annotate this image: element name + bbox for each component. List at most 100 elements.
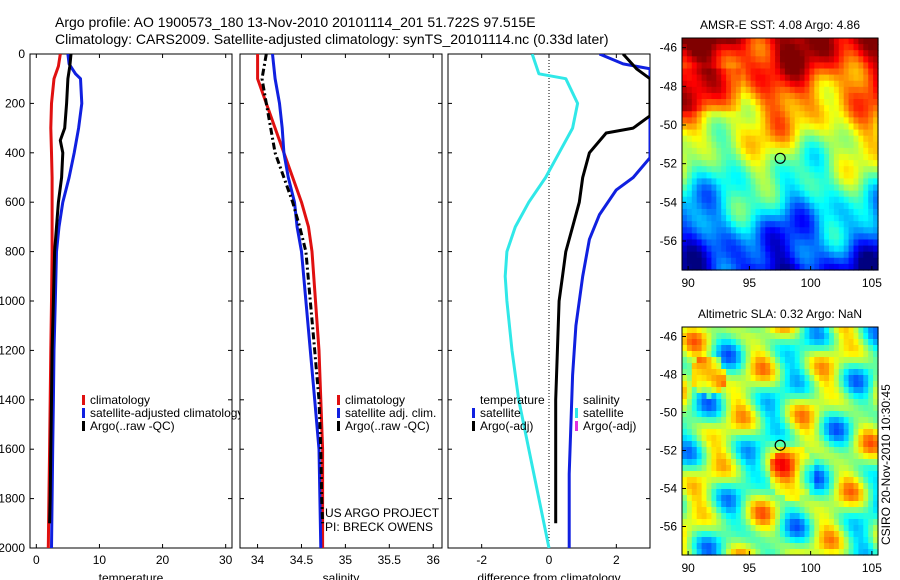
map-cell (838, 202, 845, 210)
map-cell (731, 465, 737, 472)
map-cell (686, 80, 693, 88)
map-cell (726, 68, 732, 76)
map-cell (824, 417, 830, 424)
map-cell (765, 202, 771, 210)
map-cell (775, 387, 781, 394)
map-cell (780, 62, 786, 70)
map-cell (750, 447, 757, 454)
map-cell (686, 471, 693, 478)
map-cell (868, 117, 874, 125)
map-cell (750, 38, 757, 45)
map-cell (770, 435, 776, 442)
map-cell (868, 531, 874, 538)
map-cell (706, 68, 712, 76)
map-cell (853, 495, 859, 502)
map-cell (726, 417, 732, 424)
map-cell (794, 357, 801, 364)
map-cell (691, 369, 698, 376)
map-cell (814, 160, 820, 167)
map-cell (794, 519, 801, 526)
map-cell (682, 375, 688, 382)
map-cell (799, 190, 806, 198)
map-cell (696, 423, 703, 430)
map-cell (780, 387, 786, 394)
map-cell (686, 62, 693, 70)
map-cell (691, 227, 698, 234)
map-cell (701, 483, 708, 490)
map-cell (804, 227, 810, 234)
map-cell (765, 68, 771, 76)
map-cell (853, 208, 859, 216)
map-cell (804, 381, 810, 388)
map-cell (740, 80, 747, 88)
map-cell (814, 429, 820, 436)
map-cell (760, 471, 766, 478)
map-cell (765, 196, 771, 204)
map-cell (819, 80, 825, 88)
map-cell (829, 357, 835, 364)
map-cell (731, 459, 737, 466)
map-cell (745, 357, 752, 364)
map-cell (814, 178, 820, 186)
map-cell (755, 381, 761, 388)
map-cell (809, 519, 815, 526)
map-cell (863, 184, 869, 192)
map-cell (868, 399, 874, 406)
x-tick-label: 0 (546, 553, 553, 567)
map-cell (848, 80, 855, 88)
map-cell (804, 339, 810, 346)
map-cell (858, 513, 864, 520)
map-cell (863, 239, 869, 247)
map-cell (858, 327, 864, 334)
map-cell (780, 147, 786, 155)
map-cell (789, 123, 796, 131)
map-cell (819, 405, 825, 412)
map-cell (799, 56, 806, 64)
map-cell (770, 495, 776, 502)
map-cell (682, 129, 688, 137)
map-cell (721, 525, 727, 532)
map-cell (858, 154, 864, 161)
map-cell (765, 465, 771, 472)
map-cell (726, 196, 732, 204)
map-cell (804, 208, 810, 216)
map-cell (721, 129, 727, 137)
map-cell (696, 129, 703, 137)
map-cell (745, 381, 752, 388)
map-cell (829, 172, 835, 180)
map-cell (696, 489, 703, 496)
map-cell (794, 257, 801, 265)
map-cell (726, 411, 732, 418)
map-cell (809, 411, 815, 418)
map-cell (858, 471, 864, 478)
map-cell (853, 239, 859, 247)
map-cell (706, 393, 712, 400)
map-cell (814, 453, 820, 460)
map-cell (809, 351, 815, 358)
map-cell (706, 399, 712, 406)
map-cell (706, 38, 712, 45)
map-cell (745, 531, 752, 538)
map-cell (760, 215, 766, 222)
map-cell (863, 435, 869, 442)
map-cell (735, 44, 742, 51)
map-cell (726, 86, 732, 94)
map-cell (843, 501, 850, 508)
map-cell (750, 221, 757, 228)
map-cell (848, 549, 855, 556)
map-cell (829, 441, 835, 448)
map-cell (726, 381, 732, 388)
map-cell (819, 483, 825, 490)
map-cell (740, 239, 747, 247)
map-cell (706, 357, 712, 364)
map-cell (794, 483, 801, 490)
map-cell (784, 519, 791, 526)
map-cell (819, 74, 825, 82)
map-cell (819, 435, 825, 442)
map-cell (750, 381, 757, 388)
map-cell (775, 221, 781, 228)
map-cell (686, 489, 693, 496)
map-cell (809, 543, 815, 550)
map-cell (745, 417, 752, 424)
map-cell (731, 489, 737, 496)
